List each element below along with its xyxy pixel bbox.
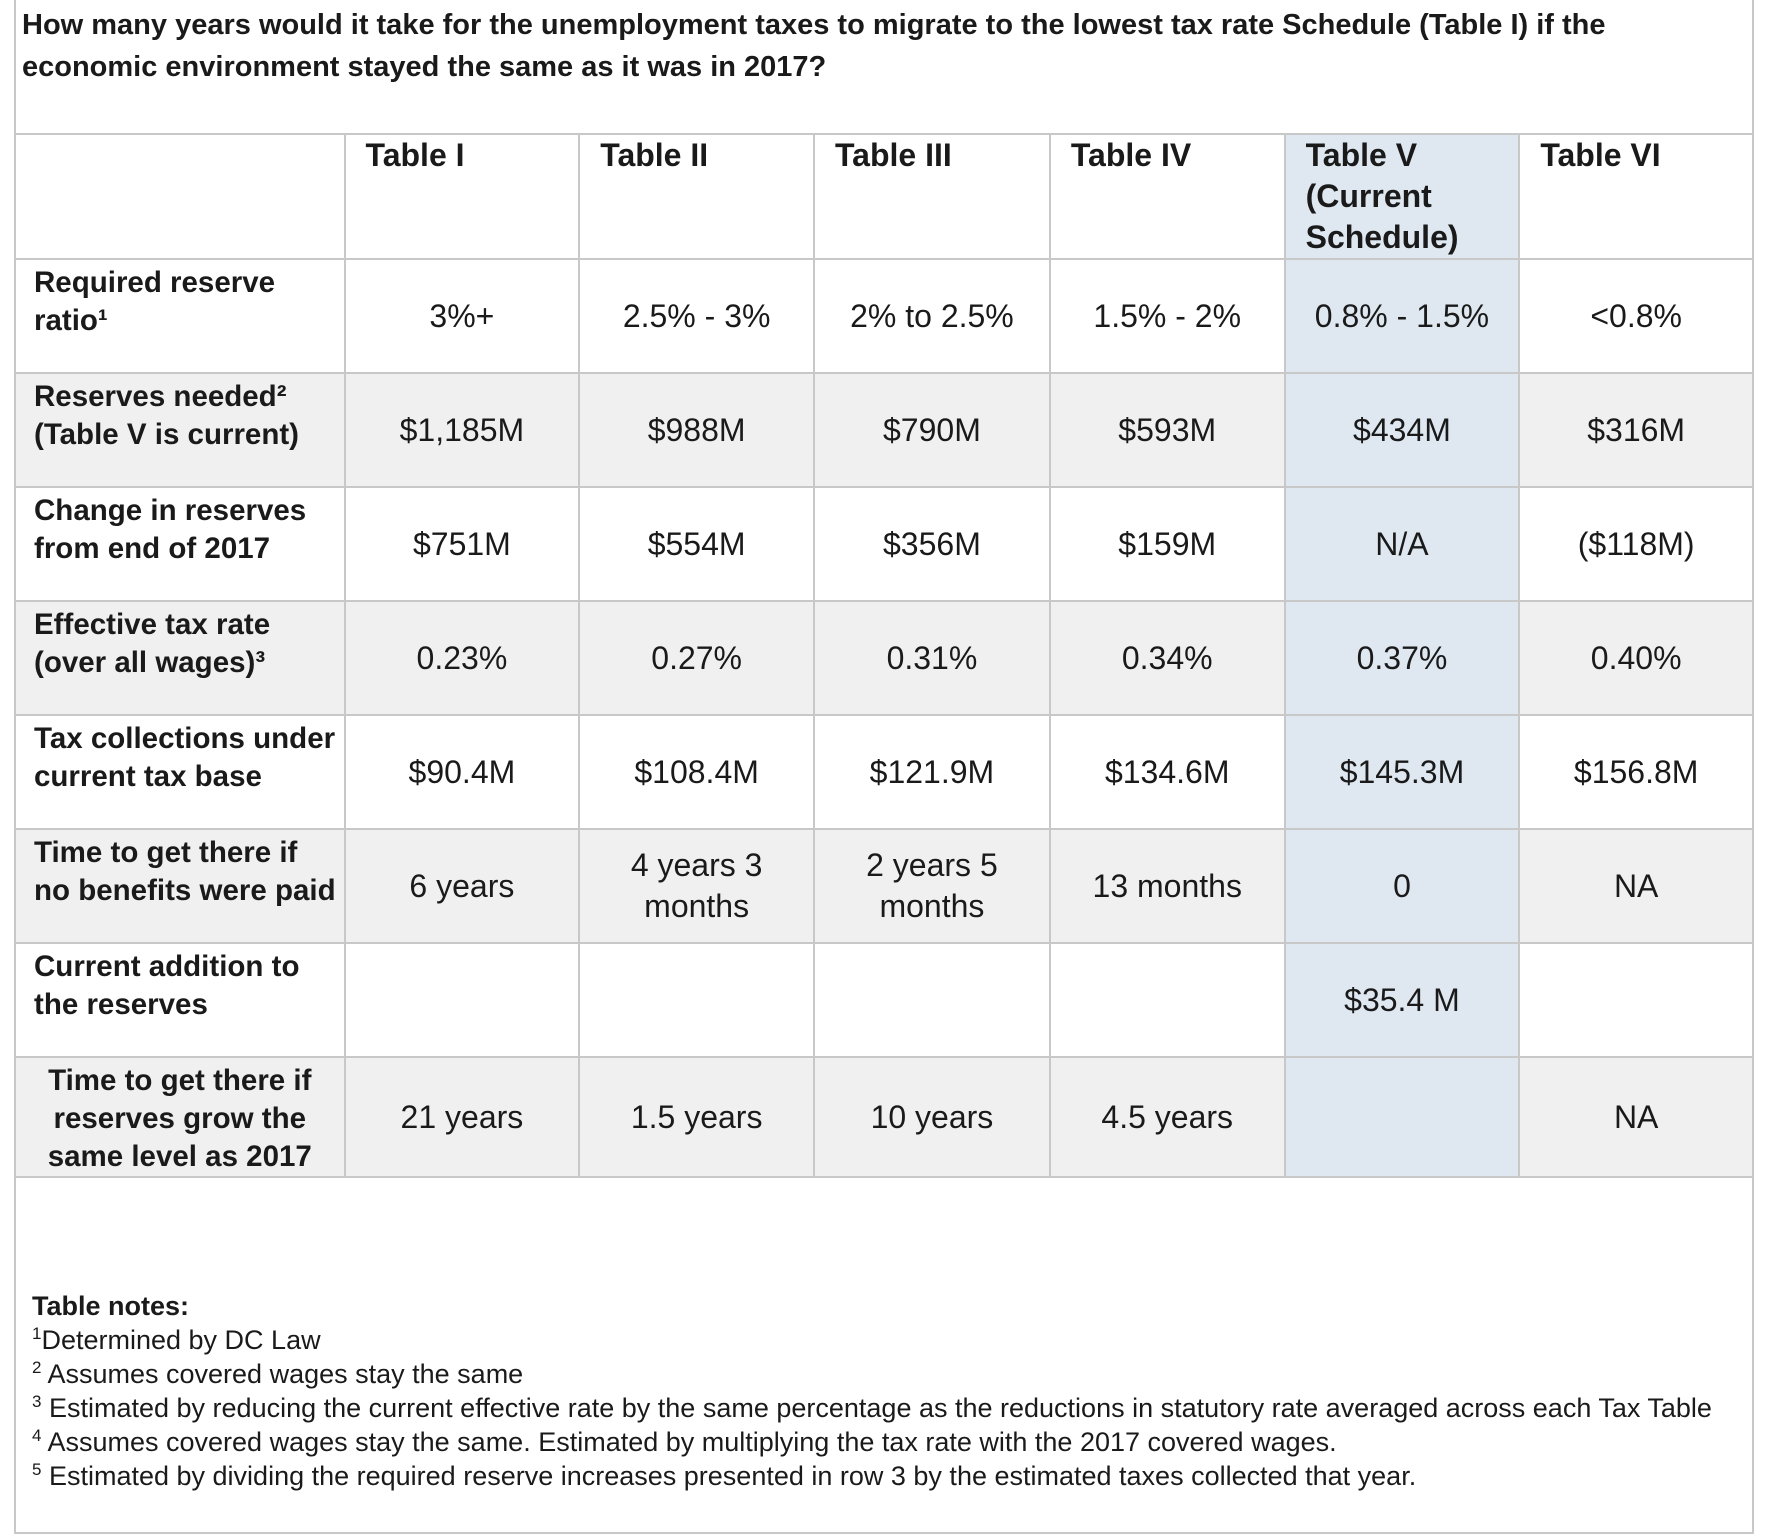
table-cell-current: $434M <box>1283 372 1521 488</box>
table-cell: 2 years 5 months <box>813 828 1051 944</box>
table-cell: $134.6M <box>1048 714 1286 830</box>
table-cell: ($118M) <box>1518 486 1754 602</box>
table-cell: NA <box>1518 828 1754 944</box>
column-header: Table IV <box>1048 133 1286 260</box>
table-cell: $790M <box>813 372 1051 488</box>
table-cell-current: N/A <box>1283 486 1521 602</box>
table-cell-current <box>1283 1056 1521 1178</box>
table-row: Current addition to the reserves $35.4 M <box>14 942 1754 1058</box>
table-cell: <0.8% <box>1518 258 1754 374</box>
table-row: Effective tax rate (over all wages)³ 0.2… <box>14 600 1754 716</box>
column-header-current: Table V (Current Schedule) <box>1283 133 1521 260</box>
note-item: 3 Estimated by reducing the current effe… <box>32 1391 1732 1425</box>
table-cell: $159M <box>1048 486 1286 602</box>
table-row: Time to get there if no benefits were pa… <box>14 828 1754 944</box>
table-cell: 1.5 years <box>578 1056 815 1178</box>
table-cell: $156.8M <box>1518 714 1754 830</box>
note-item: 4 Assumes covered wages stay the same. E… <box>32 1425 1732 1459</box>
table-row: Change in reserves from end of 2017 $751… <box>14 486 1754 602</box>
note-marker: 4 <box>32 1426 42 1445</box>
table-cell <box>813 942 1051 1058</box>
header-corner-cell <box>14 133 346 260</box>
table-cell: 0.23% <box>343 600 581 716</box>
note-text: Determined by DC Law <box>41 1325 321 1355</box>
row-label: Time to get there if no benefits were pa… <box>14 828 346 944</box>
table-cell-current: 0.37% <box>1283 600 1521 716</box>
note-item: 1Determined by DC Law <box>32 1323 1732 1357</box>
table-cell: $593M <box>1048 372 1286 488</box>
table-cell <box>1518 942 1754 1058</box>
row-label: Time to get there if reserves grow the s… <box>14 1056 346 1178</box>
table-cell: 0.34% <box>1048 600 1286 716</box>
table-notes: Table notes: 1Determined by DC Law 2 Ass… <box>32 1289 1732 1493</box>
tax-tables-comparison: Table I Table II Table III Table IV Tabl… <box>14 133 1754 1178</box>
table-row: Reserves needed² (Table V is current) $1… <box>14 372 1754 488</box>
column-header: Table I <box>343 133 581 260</box>
table-cell: NA <box>1518 1056 1754 1178</box>
table-cell: 1.5% - 2% <box>1048 258 1286 374</box>
table-cell: $90.4M <box>343 714 581 830</box>
note-text: Estimated by reducing the current effect… <box>41 1393 1712 1423</box>
table-cell: $751M <box>343 486 581 602</box>
table-cell: $108.4M <box>578 714 815 830</box>
row-label: Effective tax rate (over all wages)³ <box>14 600 346 716</box>
note-marker: 1 <box>32 1324 42 1343</box>
note-item: 5 Estimated by dividing the required res… <box>32 1459 1732 1493</box>
table-cell: 0.27% <box>578 600 815 716</box>
table-row: Required reserve ratio¹ 3%+ 2.5% - 3% 2%… <box>14 258 1754 374</box>
table-cell-current: $35.4 M <box>1283 942 1521 1058</box>
table-cell-current: 0 <box>1283 828 1521 944</box>
table-cell: $316M <box>1518 372 1754 488</box>
table-cell: $1,185M <box>343 372 581 488</box>
table-cell: 13 months <box>1048 828 1286 944</box>
table-cell-current: $145.3M <box>1283 714 1521 830</box>
note-marker: 5 <box>32 1460 42 1479</box>
table-cell: 2% to 2.5% <box>813 258 1051 374</box>
row-label: Reserves needed² (Table V is current) <box>14 372 346 488</box>
table-cell: $988M <box>578 372 815 488</box>
table-cell: 0.40% <box>1518 600 1754 716</box>
table-cell: $356M <box>813 486 1051 602</box>
table-cell: $554M <box>578 486 815 602</box>
table-row: Time to get there if reserves grow the s… <box>14 1056 1754 1178</box>
table-cell: $121.9M <box>813 714 1051 830</box>
table-cell: 2.5% - 3% <box>578 258 815 374</box>
note-marker: 3 <box>32 1392 42 1411</box>
row-label: Current addition to the reserves <box>14 942 346 1058</box>
column-header: Table VI <box>1518 133 1754 260</box>
note-marker: 2 <box>32 1358 42 1377</box>
row-label: Tax collections under current tax base <box>14 714 346 830</box>
row-label: Change in reserves from end of 2017 <box>14 486 346 602</box>
note-text: Assumes covered wages stay the same <box>41 1359 524 1389</box>
table-cell <box>1048 942 1286 1058</box>
notes-title: Table notes: <box>32 1291 190 1321</box>
table-cell: 4 years 3 months <box>578 828 815 944</box>
table-row: Tax collections under current tax base $… <box>14 714 1754 830</box>
table-cell: 0.31% <box>813 600 1051 716</box>
note-item: 2 Assumes covered wages stay the same <box>32 1357 1732 1391</box>
table-cell <box>343 942 581 1058</box>
table-cell <box>578 942 815 1058</box>
table-cell-current: 0.8% - 1.5% <box>1283 258 1521 374</box>
table-cell: 4.5 years <box>1048 1056 1286 1178</box>
table-cell: 6 years <box>343 828 581 944</box>
question-heading: How many years would it take for the une… <box>22 9 1606 83</box>
note-text: Estimated by dividing the required reser… <box>41 1461 1417 1491</box>
column-header: Table III <box>813 133 1051 260</box>
table-cell: 10 years <box>813 1056 1051 1178</box>
table-cell: 3%+ <box>343 258 581 374</box>
column-header: Table II <box>578 133 815 260</box>
table-cell: 21 years <box>343 1056 581 1178</box>
note-text: Assumes covered wages stay the same. Est… <box>41 1427 1337 1457</box>
header-row: Table I Table II Table III Table IV Tabl… <box>14 133 1754 260</box>
row-label: Required reserve ratio¹ <box>14 258 346 374</box>
